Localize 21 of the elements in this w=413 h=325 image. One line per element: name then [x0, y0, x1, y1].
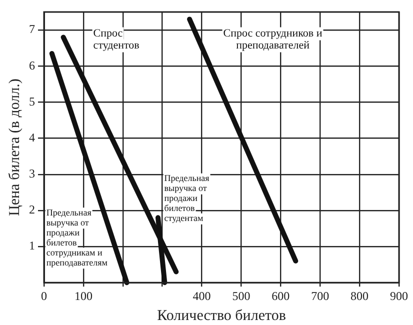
x-axis-title: Количество билетов [157, 308, 286, 324]
x-tick-label: 100 [74, 288, 92, 303]
y-tick-label: 7 [29, 22, 35, 36]
x-tick-label: 800 [350, 288, 369, 303]
x-tick-label: 500 [232, 288, 250, 303]
series-label: Предельная выручка от продажи билетов сотрудникам и преподавателям [46, 207, 108, 268]
y-tick-label: 6 [29, 58, 35, 72]
x-tick-label: 900 [390, 288, 408, 303]
x-tick-label: 700 [311, 288, 330, 303]
series-label: Спрос студентов [93, 28, 140, 52]
y-tick-label: 1 [29, 238, 35, 253]
y-tick-label: 5 [29, 94, 35, 108]
y-tick-label: 3 [29, 166, 35, 181]
y-tick-label: 4 [29, 130, 35, 144]
y-axis-title: Цена билета (в долл.) [6, 78, 23, 216]
x-tick-label: 0 [41, 288, 47, 303]
x-tick-label: 600 [272, 288, 290, 303]
y-tick-label: 2 [29, 202, 35, 217]
x-tick-label: 400 [192, 288, 211, 303]
series-label: Спрос сотрудников и преподавателей [223, 28, 322, 52]
series-label: Предельная выручка от продажи билетов студентам [164, 173, 210, 224]
